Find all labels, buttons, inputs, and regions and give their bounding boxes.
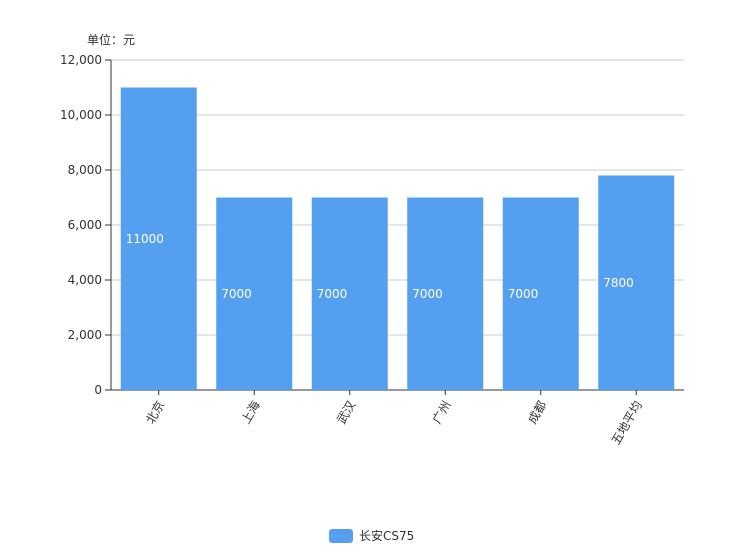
x-tick-label: 北京 — [143, 399, 167, 427]
legend-label: 长安CS75 — [359, 529, 415, 543]
legend-swatch — [329, 528, 353, 543]
bar — [311, 197, 388, 390]
data-label: 7000 — [508, 287, 539, 301]
data-label: 7800 — [603, 276, 634, 290]
data-label: 11000 — [126, 232, 164, 246]
bar — [407, 197, 484, 390]
x-tick-label: 广州 — [430, 399, 454, 427]
bar — [216, 197, 293, 390]
data-label: 7000 — [412, 287, 443, 301]
data-label: 7000 — [221, 287, 252, 301]
x-tick-label: 上海 — [238, 398, 263, 426]
legend[interactable]: 长安CS75 — [329, 527, 414, 544]
y-tick-label: 10,000 — [60, 108, 102, 122]
y-tick-label: 4,000 — [68, 273, 102, 287]
y-tick-label: 2,000 — [68, 328, 102, 342]
x-tick-label: 五地平均 — [609, 399, 645, 448]
x-tick-label: 成都 — [525, 399, 549, 427]
y-tick-label: 8,000 — [68, 163, 102, 177]
bar — [502, 197, 579, 390]
x-tick-label: 武汉 — [334, 399, 358, 427]
data-label: 7000 — [317, 287, 348, 301]
y-tick-label: 6,000 — [68, 218, 102, 232]
unit-label: 单位：元 — [87, 33, 136, 47]
y-tick-label: 0 — [94, 383, 102, 397]
bar — [120, 87, 197, 390]
y-tick-label: 12,000 — [60, 53, 102, 67]
bar — [598, 175, 675, 390]
